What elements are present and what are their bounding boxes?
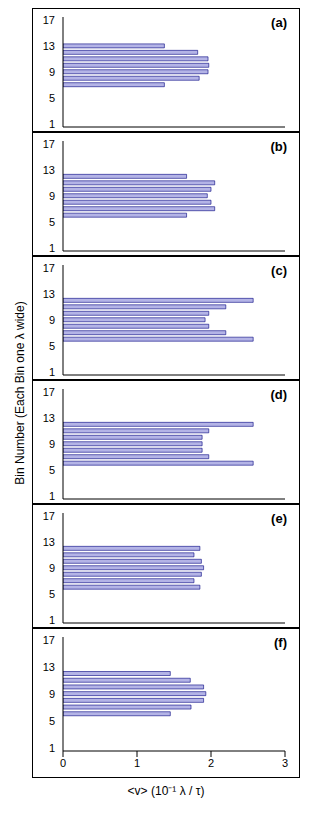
html-text:<v> (10⁻¹ λ / τ): <v> (10⁻¹ λ / τ)	[127, 784, 205, 798]
html-text:(d): (d)	[270, 387, 287, 402]
svg-text:0: 0	[60, 757, 66, 769]
svg-text:5: 5	[49, 464, 55, 476]
svg-text:17: 17	[43, 386, 55, 398]
html-text:Bin Number (Each Bin one λ wid: Bin Number (Each Bin one λ wide)	[13, 301, 27, 485]
svg-text:17: 17	[43, 634, 55, 646]
svg-text:1: 1	[134, 757, 140, 769]
svg-text:5: 5	[49, 340, 55, 352]
svg-text:13: 13	[43, 412, 55, 424]
svg-text:1: 1	[49, 366, 55, 378]
svg-text:9: 9	[49, 190, 55, 202]
html-text:(e): (e)	[271, 511, 287, 526]
svg-text:13: 13	[43, 164, 55, 176]
svg-text:13: 13	[43, 661, 55, 673]
svg-text:3: 3	[282, 757, 288, 769]
html-text:(a): (a)	[271, 15, 287, 30]
svg-text:13: 13	[43, 40, 55, 52]
svg-text:5: 5	[49, 715, 55, 727]
svg-text:13: 13	[43, 288, 55, 300]
svg-text:17: 17	[43, 138, 55, 150]
svg-text:9: 9	[49, 438, 55, 450]
svg-text:2: 2	[208, 757, 214, 769]
html-text:(b): (b)	[270, 139, 287, 154]
svg-text:9: 9	[49, 66, 55, 78]
svg-text:1: 1	[49, 742, 55, 754]
svg-text:1: 1	[49, 490, 55, 502]
svg-text:17: 17	[43, 262, 55, 274]
html-text:(f): (f)	[274, 635, 287, 650]
svg-text:5: 5	[49, 216, 55, 228]
svg-text:5: 5	[49, 92, 55, 104]
svg-text:9: 9	[49, 688, 55, 700]
svg-text:5: 5	[49, 588, 55, 600]
svg-text:9: 9	[49, 314, 55, 326]
svg-text:13: 13	[43, 536, 55, 548]
svg-text:17: 17	[43, 510, 55, 522]
html-text:(c): (c)	[271, 263, 287, 278]
svg-text:9: 9	[49, 562, 55, 574]
svg-text:17: 17	[43, 14, 55, 26]
svg-text:1: 1	[49, 242, 55, 254]
svg-text:1: 1	[49, 614, 55, 626]
svg-text:1: 1	[49, 118, 55, 130]
